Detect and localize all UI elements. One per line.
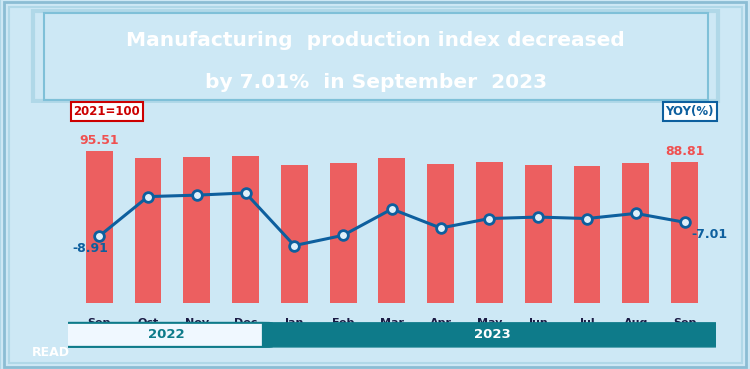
Text: Jun: Jun <box>528 318 548 328</box>
Bar <box>574 166 601 303</box>
Text: -8.91: -8.91 <box>73 242 108 255</box>
Text: Mar: Mar <box>380 318 404 328</box>
Bar <box>671 162 698 303</box>
Text: Feb: Feb <box>332 318 354 328</box>
Text: Sep: Sep <box>88 318 111 328</box>
Bar <box>476 162 502 303</box>
Bar <box>379 158 405 303</box>
Text: -7.01: -7.01 <box>692 228 728 241</box>
Text: by 7.01%  in September  2023: by 7.01% in September 2023 <box>205 73 547 92</box>
Text: 2022: 2022 <box>148 328 184 341</box>
Text: 95.51: 95.51 <box>80 134 119 147</box>
Text: Dec: Dec <box>234 318 257 328</box>
Text: Manufacturing  production index decreased: Manufacturing production index decreased <box>126 31 626 50</box>
Bar <box>183 157 210 303</box>
Bar <box>86 151 112 303</box>
Text: Aug: Aug <box>623 318 648 328</box>
Text: YOY(%): YOY(%) <box>665 105 714 118</box>
Text: 2023: 2023 <box>474 328 511 341</box>
Bar <box>281 165 308 303</box>
Bar <box>622 163 650 303</box>
Bar <box>232 156 259 303</box>
Text: Sep: Sep <box>673 318 696 328</box>
Text: Jan: Jan <box>285 318 304 328</box>
Bar <box>525 165 551 303</box>
Text: Oct: Oct <box>137 318 158 328</box>
Bar <box>427 164 454 303</box>
Text: 88.81: 88.81 <box>664 145 704 158</box>
Text: May: May <box>477 318 502 328</box>
Bar <box>330 163 356 303</box>
Bar <box>134 158 161 303</box>
FancyBboxPatch shape <box>61 323 272 347</box>
Text: Jul: Jul <box>579 318 595 328</box>
Text: Nov: Nov <box>184 318 209 328</box>
FancyBboxPatch shape <box>262 323 723 347</box>
Text: Apr: Apr <box>430 318 451 328</box>
Text: READ: READ <box>32 346 70 359</box>
Text: 2021=100: 2021=100 <box>74 105 140 118</box>
